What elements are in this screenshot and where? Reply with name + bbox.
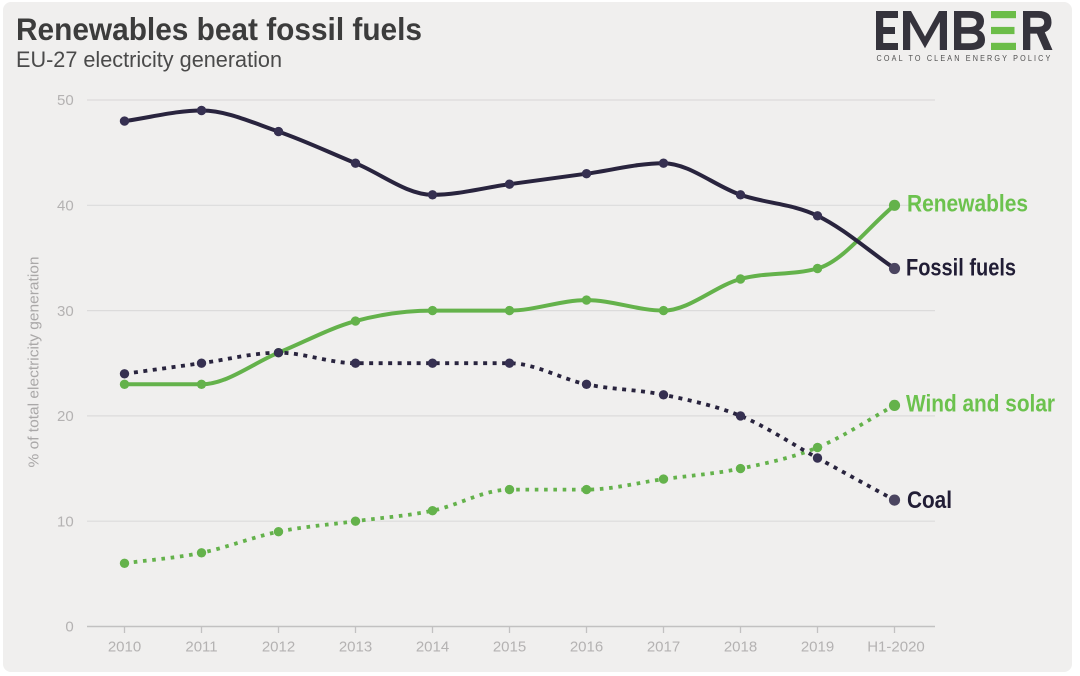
svg-text:2016: 2016 [570,639,603,656]
svg-text:Renewables: Renewables [907,191,1028,218]
svg-text:Coal: Coal [907,487,952,514]
svg-text:2011: 2011 [185,639,217,656]
svg-text:Wind and solar: Wind and solar [906,391,1055,418]
svg-text:0: 0 [65,619,73,636]
svg-text:% of total electricity generat: % of total electricity generation [27,257,43,468]
svg-text:2012: 2012 [262,639,295,656]
svg-text:Renewables beat fossil fuels: Renewables beat fossil fuels [16,11,422,47]
svg-text:2018: 2018 [724,639,757,656]
svg-text:2019: 2019 [801,639,834,656]
svg-text:2010: 2010 [108,639,141,656]
svg-text:2013: 2013 [339,639,372,656]
svg-text:30: 30 [57,303,74,320]
svg-text:2015: 2015 [493,639,526,656]
svg-text:H1-2020: H1-2020 [867,639,925,656]
svg-text:10: 10 [57,513,74,530]
svg-text:Fossil fuels: Fossil fuels [906,255,1016,282]
svg-text:2014: 2014 [416,639,449,656]
svg-text:COAL TO CLEAN ENERGY POLICY: COAL TO CLEAN ENERGY POLICY [877,54,1053,63]
svg-text:EU-27 electricity generation: EU-27 electricity generation [16,47,282,72]
svg-text:20: 20 [57,408,74,425]
svg-text:2017: 2017 [647,639,680,656]
svg-text:50: 50 [57,92,74,109]
svg-text:40: 40 [57,198,74,215]
